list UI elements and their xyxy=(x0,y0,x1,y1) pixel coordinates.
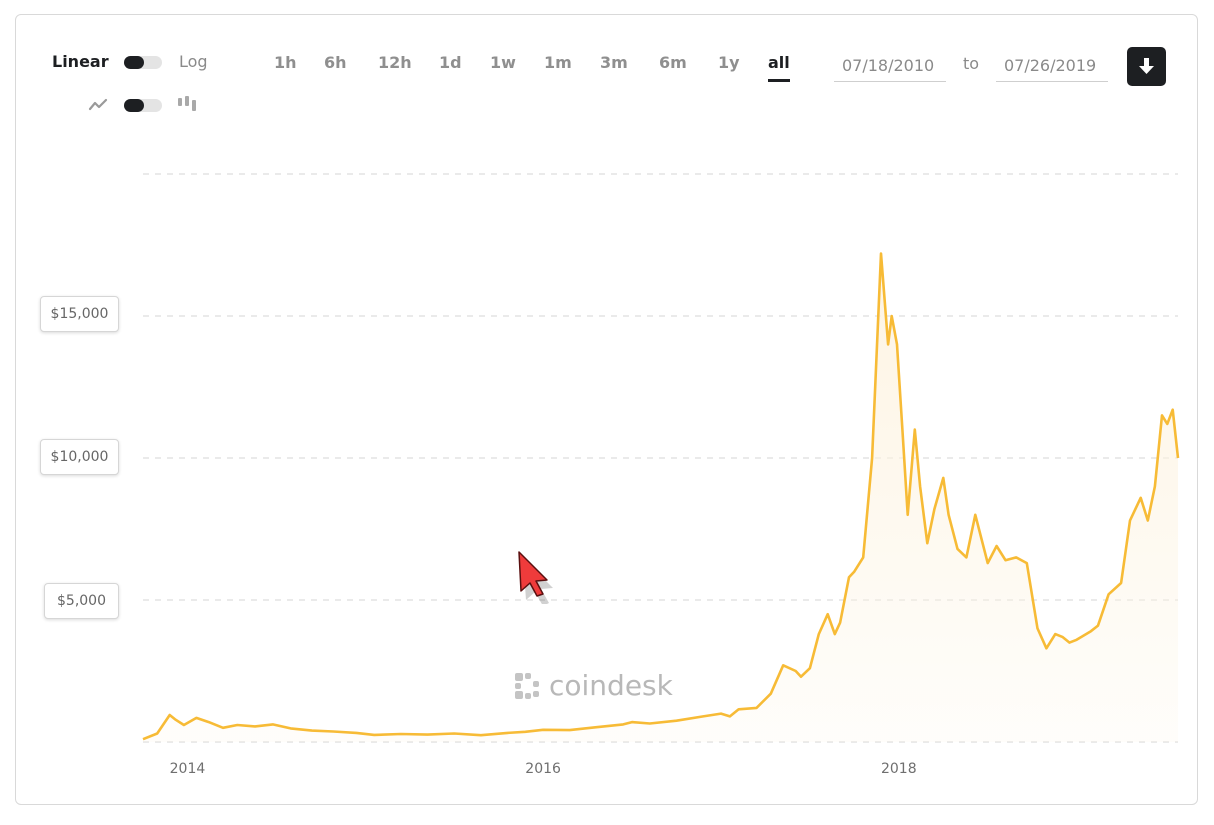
date-from-input[interactable] xyxy=(834,50,946,82)
active-range-indicator xyxy=(768,79,790,82)
range-all-button[interactable]: all xyxy=(768,53,790,72)
mouse-cursor-icon xyxy=(518,551,553,604)
y-tick-label-10000: $10,000 xyxy=(40,439,119,475)
x-tick-label-2014: 2014 xyxy=(170,761,206,777)
date-range-to-label: to xyxy=(963,54,980,73)
range-1d-button[interactable]: 1d xyxy=(439,53,462,72)
y-tick-label-15000: $15,000 xyxy=(40,296,119,332)
candlestick-icon[interactable] xyxy=(176,95,198,113)
coindesk-logo-icon xyxy=(515,673,539,699)
range-6m-button[interactable]: 6m xyxy=(659,53,687,72)
range-1w-button[interactable]: 1w xyxy=(490,53,516,72)
watermark-text: coindesk xyxy=(549,669,673,702)
download-arrow-icon xyxy=(1139,58,1154,74)
range-3m-button[interactable]: 3m xyxy=(600,53,628,72)
y-tick-label-5000: $5,000 xyxy=(44,583,119,619)
range-1m-button[interactable]: 1m xyxy=(544,53,572,72)
log-scale-label[interactable]: Log xyxy=(179,52,208,71)
x-tick-label-2018: 2018 xyxy=(881,761,917,777)
chart-type-toggle[interactable] xyxy=(124,99,162,112)
download-button[interactable] xyxy=(1127,47,1166,86)
price-line xyxy=(142,252,1180,741)
range-1y-button[interactable]: 1y xyxy=(718,53,740,72)
range-1h-button[interactable]: 1h xyxy=(274,53,297,72)
scale-toggle-knob xyxy=(124,56,144,69)
range-12h-button[interactable]: 12h xyxy=(378,53,412,72)
x-tick-label-2016: 2016 xyxy=(525,761,561,777)
linear-scale-label[interactable]: Linear xyxy=(52,52,109,71)
coindesk-watermark: coindesk xyxy=(513,669,673,702)
scale-toggle[interactable] xyxy=(124,56,162,69)
price-area-fill xyxy=(143,253,1178,742)
range-6h-button[interactable]: 6h xyxy=(324,53,347,72)
date-to-input[interactable] xyxy=(996,50,1108,82)
chart-type-toggle-knob xyxy=(124,99,144,112)
line-chart-icon[interactable] xyxy=(88,97,108,113)
